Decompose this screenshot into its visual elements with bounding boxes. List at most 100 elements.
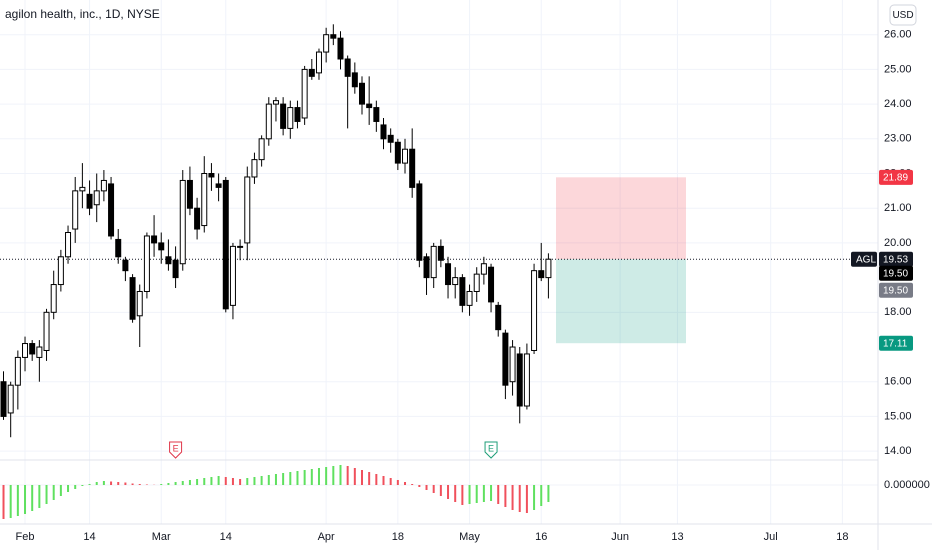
price-label-bg bbox=[879, 265, 913, 281]
candle-body bbox=[437, 245, 444, 261]
candle-body bbox=[280, 103, 287, 129]
x-tick-label: Feb bbox=[16, 531, 35, 543]
osc-bar bbox=[181, 481, 184, 485]
x-tick-label: May bbox=[459, 531, 480, 543]
candle-body bbox=[466, 290, 473, 306]
candle-body bbox=[186, 179, 193, 209]
osc-bar bbox=[547, 485, 550, 502]
osc-bar bbox=[9, 485, 12, 518]
candle-body bbox=[473, 273, 480, 292]
osc-bar bbox=[432, 485, 435, 493]
position-target-zone bbox=[556, 177, 686, 260]
osc-bar bbox=[45, 485, 48, 504]
osc-bar bbox=[525, 485, 528, 513]
osc-bar bbox=[246, 478, 249, 485]
candle-body bbox=[14, 356, 21, 386]
osc-bar bbox=[461, 485, 464, 505]
y-tick-label: 14.00 bbox=[884, 445, 912, 457]
y-tick-label: 25.00 bbox=[884, 63, 912, 75]
candle-body bbox=[351, 72, 358, 88]
candle-body bbox=[445, 263, 452, 286]
currency-button[interactable] bbox=[889, 4, 917, 26]
target-label: 21.89 bbox=[883, 172, 908, 183]
osc-bar bbox=[504, 485, 507, 507]
candle-body bbox=[215, 183, 222, 188]
stop-label-bg bbox=[879, 335, 913, 351]
last-price-label: 19.53 bbox=[883, 254, 908, 265]
y-tick-label: 23.00 bbox=[884, 133, 912, 145]
x-tick-label: 16 bbox=[535, 531, 547, 543]
candle-body bbox=[366, 103, 373, 109]
candle-body bbox=[315, 51, 322, 74]
candle-body bbox=[416, 183, 423, 261]
symbol-label-bg bbox=[851, 251, 877, 267]
osc-bar bbox=[289, 472, 292, 485]
candle-body bbox=[423, 256, 430, 279]
candle-body bbox=[136, 290, 143, 317]
chart-title: agilon health, inc., 1D, NYSE bbox=[5, 7, 160, 21]
osc-bar bbox=[95, 482, 98, 485]
candle-body bbox=[208, 173, 215, 178]
osc-bar bbox=[339, 465, 342, 485]
osc-bar bbox=[518, 485, 521, 512]
currency-label[interactable]: USD bbox=[892, 10, 913, 21]
osc-bar bbox=[231, 478, 234, 485]
candle-body bbox=[194, 207, 201, 230]
osc-tick-label: 0.000000 bbox=[884, 479, 930, 491]
y-tick-label: 18.00 bbox=[884, 306, 912, 318]
candle-body bbox=[86, 193, 93, 209]
candle-body bbox=[50, 284, 57, 313]
event-label: E bbox=[173, 443, 179, 453]
osc-bar bbox=[540, 485, 543, 506]
candle-body bbox=[502, 332, 509, 386]
osc-bar bbox=[196, 479, 199, 485]
candle-body bbox=[258, 138, 265, 161]
candle-body bbox=[22, 343, 29, 358]
osc-bar bbox=[239, 479, 242, 485]
candle-body bbox=[459, 277, 466, 306]
candle-body bbox=[143, 235, 150, 292]
osc-bar bbox=[425, 485, 428, 490]
osc-bar bbox=[88, 484, 91, 485]
osc-bar bbox=[511, 485, 514, 510]
osc-bar bbox=[224, 477, 227, 485]
candle-body bbox=[495, 304, 502, 331]
candle-body bbox=[488, 266, 495, 303]
candle-body bbox=[380, 124, 387, 140]
osc-bar bbox=[490, 485, 493, 501]
x-tick-label: 14 bbox=[220, 531, 232, 543]
candle-body bbox=[387, 134, 394, 143]
candle-body bbox=[480, 263, 487, 275]
candle-body bbox=[323, 34, 330, 53]
osc-bar bbox=[303, 470, 306, 485]
candle-body bbox=[222, 179, 229, 310]
candle-body bbox=[115, 238, 122, 258]
candle-body bbox=[402, 148, 409, 164]
candle-body bbox=[358, 82, 365, 105]
osc-bar bbox=[382, 476, 385, 485]
candle-body bbox=[244, 176, 251, 244]
last-price-label-bg bbox=[879, 251, 913, 267]
osc-bar bbox=[110, 481, 113, 485]
target-label-bg bbox=[879, 169, 913, 185]
osc-bar bbox=[353, 468, 356, 485]
osc-bar bbox=[439, 485, 442, 496]
osc-bar bbox=[454, 485, 457, 502]
x-tick-label: Mar bbox=[152, 531, 171, 543]
candle-body bbox=[36, 346, 43, 358]
osc-bar bbox=[533, 485, 536, 510]
osc-bar bbox=[117, 482, 120, 485]
osc-bar bbox=[404, 482, 407, 485]
candle-body bbox=[430, 245, 437, 279]
y-tick-label: 24.00 bbox=[884, 98, 912, 110]
candle-body bbox=[158, 242, 165, 251]
osc-bar bbox=[81, 485, 84, 486]
candle-body bbox=[330, 34, 337, 39]
osc-bar bbox=[124, 482, 127, 485]
candle-body bbox=[29, 343, 36, 355]
osc-bar bbox=[31, 485, 34, 511]
candle-body bbox=[301, 68, 308, 119]
osc-bar bbox=[24, 485, 27, 514]
osc-bar bbox=[74, 485, 77, 489]
